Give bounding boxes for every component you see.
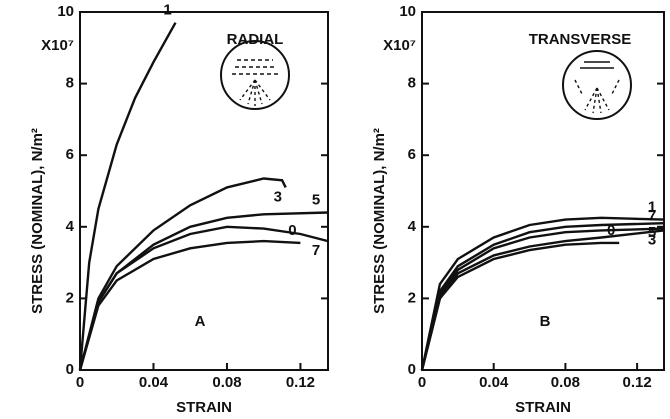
y-tick-label: 2 — [66, 289, 74, 306]
y-tick-label: 6 — [408, 146, 416, 163]
curve-label: 0 — [288, 222, 296, 239]
stress-strain-curve — [78, 177, 287, 371]
y-tick-label: 0 — [408, 361, 416, 378]
x-tick-label: 0.08 — [212, 374, 241, 391]
y-tick-label: 6 — [66, 146, 74, 163]
x-tick-label: 0 — [418, 374, 426, 391]
orientation-label: RADIAL — [227, 31, 284, 48]
y-axis-label: STRESS (NOMINAL), N/m² — [29, 128, 46, 314]
curve-label: 7 — [312, 242, 320, 259]
y-tick-label: 0 — [66, 361, 74, 378]
y-tick-label: 2 — [408, 289, 416, 306]
x-tick-label: 0.04 — [139, 374, 169, 391]
panel-label: A — [195, 313, 206, 330]
curve-label: 0 — [607, 222, 615, 239]
curve-label: 7 — [648, 208, 656, 225]
curve-label: 5 — [312, 191, 320, 208]
stress-strain-curve — [78, 239, 301, 371]
stress-strain-curve — [420, 227, 665, 371]
multiplier: X10⁷ — [41, 37, 74, 54]
x-tick-label: 0 — [76, 374, 84, 391]
x-tick-label: 0.04 — [479, 374, 509, 391]
stress-strain-curve — [78, 225, 329, 371]
stress-strain-curve — [420, 216, 665, 371]
y-tick-label: 8 — [408, 75, 416, 92]
curve-label: 1 — [163, 2, 171, 19]
section-icon — [220, 40, 290, 110]
stress-strain-curve — [78, 22, 177, 371]
curve-label: 1 — [648, 199, 656, 216]
orientation-label: TRANSVERSE — [529, 31, 632, 48]
curve-label: 3 — [274, 188, 282, 205]
x-tick-label: 0.12 — [286, 374, 315, 391]
panel-label: B — [540, 313, 551, 330]
plot-frame — [79, 11, 329, 371]
stress-strain-curve — [420, 241, 620, 371]
x-axis-label: STRAIN — [515, 399, 571, 416]
section-icon — [562, 50, 632, 120]
stress-strain-curve — [420, 222, 665, 371]
y-tick-label: 8 — [66, 75, 74, 92]
x-axis-label: STRAIN — [176, 399, 232, 416]
y-tick-label: 4 — [66, 218, 75, 235]
y-tick-label: 10 — [57, 3, 74, 20]
y-tick-label: 10 — [399, 3, 416, 20]
x-tick-label: 0.12 — [623, 374, 652, 391]
plot-frame — [421, 11, 665, 371]
curve-label: 3 — [648, 231, 656, 248]
y-tick-label: 4 — [408, 218, 417, 235]
multiplier: X10⁷ — [383, 37, 416, 54]
stress-strain-curve — [420, 229, 665, 371]
y-axis-label: STRESS (NOMINAL), N/m² — [371, 128, 388, 314]
x-tick-label: 0.08 — [551, 374, 580, 391]
